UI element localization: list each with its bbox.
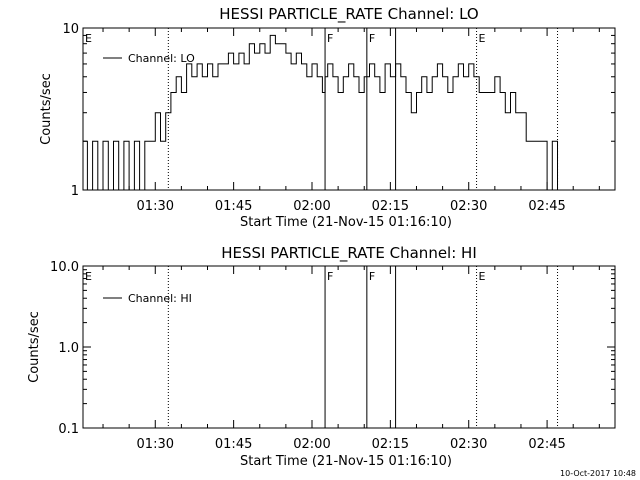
chart-panel-lo: HESSI PARTICLE_RATE Channel: LO Counts/s… (39, 5, 616, 230)
y-tick-label: 0.1 (58, 422, 79, 437)
event-marker-label: E (85, 270, 92, 283)
event-marker-label: E (479, 270, 486, 283)
y-axis-label: Counts/sec (39, 73, 54, 145)
series-layer (83, 34, 562, 191)
y-axis-label: Counts/sec (27, 311, 42, 383)
y-tick-label: 10 (62, 22, 79, 37)
event-marker-label: F (327, 32, 333, 45)
event-marker-label: E (479, 32, 486, 45)
event-marker-label: F (369, 270, 375, 283)
plot-frame (82, 27, 616, 191)
x-tick-label: 01:45 (215, 199, 252, 214)
x-tick-label: 02:00 (293, 199, 330, 214)
series-line (83, 34, 562, 191)
x-tick-label: 01:30 (137, 437, 174, 452)
x-tick-label: 02:30 (450, 437, 487, 452)
event-marker-label: F (369, 32, 375, 45)
legend: Channel: HI (103, 292, 192, 305)
x-axis-label: Start Time (21-Nov-15 01:16:10) (240, 215, 452, 230)
legend-label: Channel: LO (128, 52, 195, 65)
x-tick-label: 02:45 (528, 437, 565, 452)
footer-timestamp: 10-Oct-2017 10:48 (560, 469, 636, 478)
x-tick-label: 02:30 (450, 199, 487, 214)
x-axis-ticks: 01:30 01:45 02:00 02:15 02:30 02:45 (102, 28, 600, 214)
legend: Channel: LO (103, 52, 195, 65)
y-axis-ticks: 0.1 1.0 10.0 (50, 260, 615, 437)
y-tick-label: 10.0 (50, 260, 79, 275)
event-marker-label: E (85, 32, 92, 45)
x-tick-label: 01:30 (137, 199, 174, 214)
x-tick-label: 02:45 (528, 199, 565, 214)
y-tick-label: 1.0 (58, 341, 79, 356)
chart-panel-hi: HESSI PARTICLE_RATE Channel: HI Counts/s… (27, 244, 616, 469)
y-tick-label: 1 (71, 184, 79, 199)
chart-title: HESSI PARTICLE_RATE Channel: HI (221, 244, 477, 263)
chart-title: HESSI PARTICLE_RATE Channel: LO (219, 5, 478, 24)
plot-frame (82, 265, 616, 429)
x-axis-ticks: 01:30 01:45 02:00 02:15 02:30 02:45 (102, 266, 600, 452)
x-tick-label: 02:15 (372, 437, 409, 452)
event-marker-label: F (327, 270, 333, 283)
x-tick-label: 02:15 (372, 199, 409, 214)
y-axis-ticks: 1 10 (62, 22, 615, 199)
x-tick-label: 01:45 (215, 437, 252, 452)
legend-label: Channel: HI (128, 292, 192, 305)
x-tick-label: 02:00 (293, 437, 330, 452)
x-axis-label: Start Time (21-Nov-15 01:16:10) (240, 454, 452, 469)
